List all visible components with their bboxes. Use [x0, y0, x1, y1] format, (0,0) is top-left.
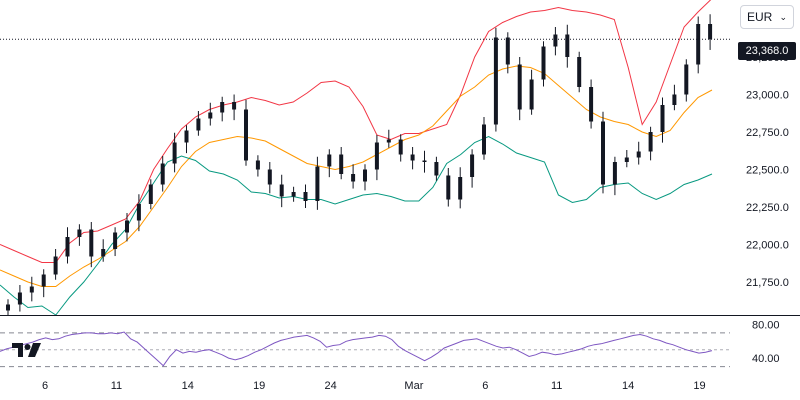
candle-body: [696, 24, 701, 65]
candle-body: [327, 154, 332, 167]
candle-body: [339, 154, 344, 174]
candle-body: [101, 249, 106, 257]
time-tick-label: 6: [42, 380, 48, 392]
candle-body: [517, 64, 522, 110]
upper-band-line: [0, 0, 712, 263]
candle-body: [351, 174, 356, 182]
candle-body: [53, 256, 58, 275]
candle-body: [41, 274, 46, 287]
candle-body: [89, 229, 94, 257]
time-axis[interactable]: 6 11 14 19 24 Mar 6 11 14 19: [42, 380, 706, 392]
candle-body: [255, 160, 260, 170]
candle-body: [172, 142, 177, 164]
candle-body: [601, 121, 605, 185]
candle-body: [160, 163, 165, 185]
candle-body: [482, 124, 486, 155]
candle-body: [672, 94, 677, 105]
candle-body: [434, 162, 439, 176]
candle-body: [636, 151, 641, 158]
candle-body: [684, 64, 689, 95]
last-price-label: 23,368.0: [738, 42, 796, 60]
candle-body: [113, 232, 118, 249]
rsi-tick-label: 80.00: [752, 319, 780, 331]
bollinger-bands: [0, 0, 713, 316]
time-tick-label: 24: [324, 380, 336, 392]
candle-body: [220, 102, 225, 113]
price-tick-label: 22,250.0: [746, 202, 789, 214]
candle-body: [136, 204, 141, 221]
candle-body: [505, 37, 510, 65]
candle-body: [493, 37, 498, 125]
candle-body: [303, 192, 308, 201]
candle-body: [422, 160, 427, 162]
candle-body: [184, 130, 189, 143]
candle-body: [6, 304, 10, 311]
candle-body: [363, 169, 367, 182]
candle-body: [267, 169, 272, 185]
currency-label: EUR: [747, 10, 773, 24]
candle-body: [612, 162, 617, 185]
candlestick-series: [6, 14, 713, 316]
chevron-down-icon: ⌄: [779, 11, 787, 22]
candle-body: [660, 105, 665, 132]
time-tick-label: 11: [111, 380, 122, 392]
time-tick-label: 19: [693, 380, 705, 392]
middle-band-line: [0, 65, 713, 287]
candle-body: [446, 175, 451, 200]
time-tick-label: 14: [622, 380, 634, 392]
price-tick-label: 22,000.0: [746, 240, 789, 252]
candle-body: [410, 154, 415, 161]
candle-body: [470, 154, 475, 177]
candle-body: [291, 192, 296, 197]
candle-body: [624, 157, 629, 162]
candle-body: [29, 286, 34, 293]
rsi-tick-label: 40.00: [752, 353, 780, 365]
price-tick-label: 23,000.0: [746, 90, 789, 102]
candle-body: [648, 132, 653, 152]
time-tick-label: 19: [253, 380, 265, 392]
lower-band-line: [0, 135, 713, 316]
candle-body: [244, 109, 248, 161]
rsi-line: [0, 331, 713, 367]
candle-body: [196, 118, 201, 131]
currency-selector[interactable]: EUR ⌄: [740, 5, 794, 29]
time-tick-label: Mar: [404, 380, 423, 392]
time-tick-label: 11: [551, 380, 562, 392]
price-tick-label: 21,750.0: [746, 277, 789, 289]
price-tick-label: 22,750.0: [746, 127, 789, 139]
candle-body: [17, 292, 22, 305]
candle-body: [529, 79, 534, 110]
candle-body: [553, 34, 558, 47]
candle-body: [589, 87, 594, 122]
candle-body: [208, 112, 213, 119]
candle-body: [577, 57, 582, 87]
candle-body: [398, 139, 403, 155]
candle-body: [77, 229, 82, 237]
candle-body: [279, 184, 284, 197]
candle-body: [541, 46, 546, 80]
candle-body: [708, 24, 713, 40]
candle-body: [232, 102, 237, 110]
rsi-pane: 80.00 40.00: [0, 319, 780, 368]
price-tick-label: 22,500.0: [746, 165, 789, 177]
tradingview-logo-icon[interactable]: [10, 341, 44, 359]
candle-body: [458, 177, 463, 200]
candle-body: [374, 142, 379, 170]
candle-body: [65, 237, 70, 257]
candle-body: [386, 139, 391, 143]
candle-body: [125, 220, 129, 233]
time-tick-label: 14: [182, 380, 194, 392]
candle-body: [148, 184, 153, 204]
candle-body: [315, 166, 320, 201]
time-tick-label: 6: [482, 380, 488, 392]
candle-body: [565, 34, 570, 57]
